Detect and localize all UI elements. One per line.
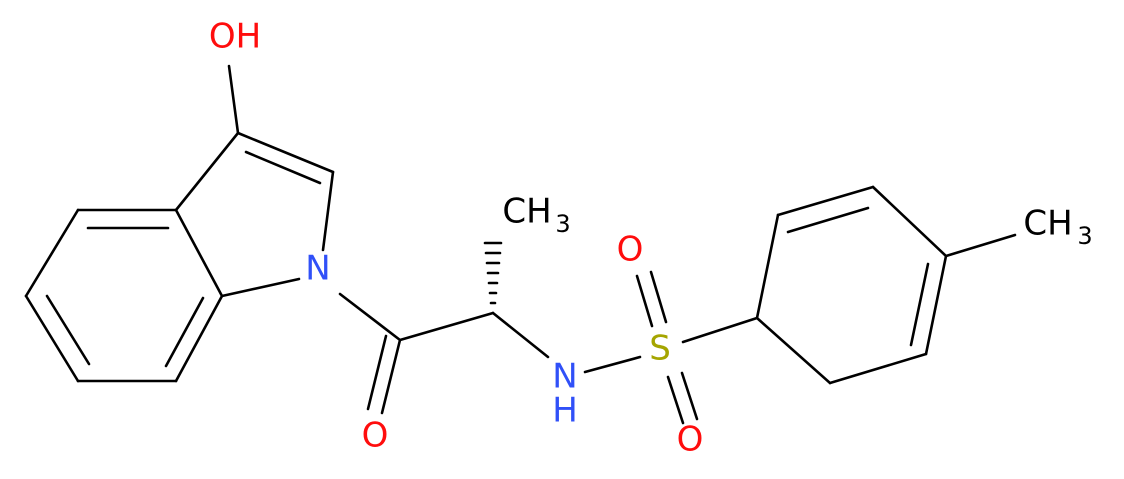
atom-label: O bbox=[677, 420, 704, 460]
atom-label: O bbox=[617, 230, 644, 270]
bonds bbox=[24, 64, 1017, 425]
atom-label: CH bbox=[1023, 204, 1072, 244]
atom-subscript: 3 bbox=[555, 210, 570, 238]
atom-hydrogen: H bbox=[552, 391, 578, 431]
atom-subscript: 3 bbox=[1077, 222, 1092, 250]
atom-label: CH bbox=[502, 192, 551, 232]
atom-label: O bbox=[362, 416, 389, 456]
atom-label: S bbox=[649, 329, 671, 369]
hashed-wedge bbox=[483, 241, 503, 305]
atom-label: N bbox=[552, 357, 577, 397]
atom-label: N bbox=[305, 249, 330, 289]
atom-label: OH bbox=[209, 17, 261, 57]
